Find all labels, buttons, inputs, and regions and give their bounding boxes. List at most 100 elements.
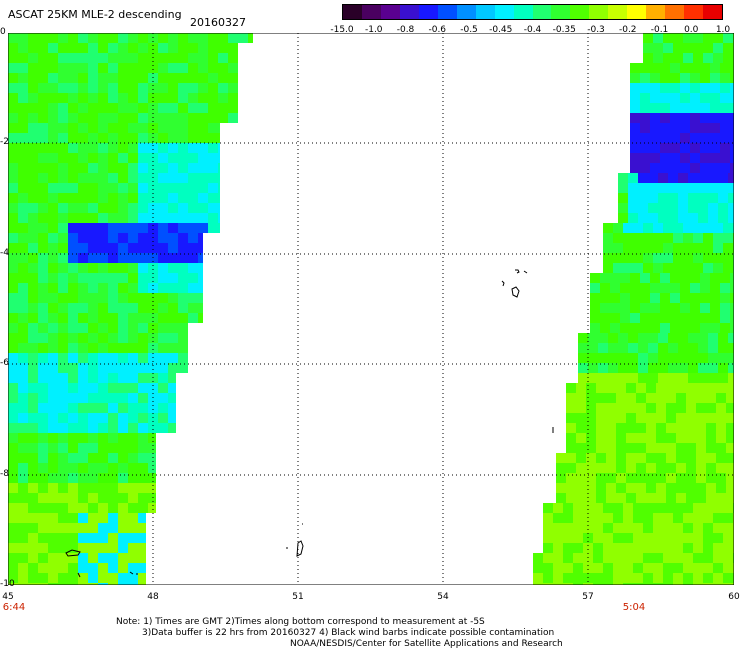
swath-cell [98,403,108,413]
swath-cell [58,143,68,153]
swath-cell [656,443,666,453]
swath-cell [78,103,88,113]
swath-cell [218,163,220,173]
swath-cell [708,373,718,383]
swath-cell [640,163,650,173]
swath-cell [648,363,658,373]
swath-cell [88,313,98,323]
swath-cell [148,493,156,503]
swath-cell [8,403,18,413]
swath-cell [613,523,623,533]
swath-cell [666,463,676,473]
swath-cell [68,73,78,83]
swath-cell [198,93,208,103]
swath-cell [593,513,603,523]
swath-cell [696,453,706,463]
swath-cell [8,343,18,353]
swath-cell [188,143,198,153]
swath-cell [618,333,628,343]
swath-cell [88,33,98,43]
swath-cell [218,33,228,43]
swath-cell [718,183,728,193]
swath-cell [68,373,78,383]
swath-cell [8,93,18,103]
swath-cell [586,383,596,393]
swath-cell [48,153,58,163]
swath-cell [188,173,198,183]
swath-cell [610,313,620,323]
swath-cell [158,183,168,193]
swath-cell [723,553,733,563]
swath-cell [608,333,618,343]
swath-cell [198,203,208,213]
swath-cell [168,263,178,273]
swath-cell [118,543,128,553]
swath-cell [108,303,118,313]
swath-cell [640,283,650,293]
swath-cell [716,493,726,503]
swath-cell [148,303,158,313]
swath-cell [78,463,88,473]
swath-cell [178,133,188,143]
swath-cell [48,393,58,403]
swath-cell [643,33,653,43]
swath-cell [68,33,78,43]
swath-cell [188,133,198,143]
swath-cell [98,293,108,303]
swath-cell [128,213,138,223]
swath-cell [48,433,58,443]
swath-cell [28,193,38,203]
swath-cell [713,523,723,533]
colorbar-swatch [684,5,704,19]
swath-cell [98,353,108,363]
swath-cell [616,403,626,413]
swath-cell [18,313,28,323]
swath-cell [68,463,78,473]
swath-cell [168,333,178,343]
swath-cell [58,333,68,343]
swath-cell [670,323,680,333]
swath-cell [48,463,58,473]
swath-cell [98,523,108,533]
swath-cell [646,383,656,393]
swath-cell [108,43,118,53]
swath-cell [720,103,730,113]
swath-cell [218,113,228,123]
swath-cell [660,283,670,293]
swath-cell [98,123,108,133]
swath-cell [88,343,98,353]
swath-cell [693,503,703,513]
swath-cell [586,413,596,423]
swath-cell [228,33,238,43]
swath-cell [683,243,693,253]
swath-cell [620,313,630,323]
swath-cell [603,573,613,583]
x-tick-label: 54 [437,592,449,602]
swath-cell [603,253,613,263]
swath-cell [178,43,188,53]
swath-cell [28,433,38,443]
island-outline [65,549,138,578]
swath-cell [118,383,128,393]
swath-cell [703,543,713,553]
swath-cell [633,553,643,563]
swath-cell [48,53,58,63]
swath-cell [88,183,98,193]
swath-cell [158,313,168,323]
swath-cell [713,533,723,543]
swath-cell [218,173,220,183]
swath-cell [118,173,128,183]
swath-cell [723,523,733,533]
swath-cell [630,283,640,293]
swath-cell [700,323,710,333]
swath-cell [726,493,734,503]
swath-cell [28,153,38,163]
swath-cell [108,433,118,443]
swath-cell [178,363,188,373]
swath-cell [158,133,168,143]
swath-cell [633,223,643,233]
island-outline [286,523,304,557]
swath-cell [108,133,118,143]
swath-cell [700,143,710,153]
swath-cell [688,333,698,343]
